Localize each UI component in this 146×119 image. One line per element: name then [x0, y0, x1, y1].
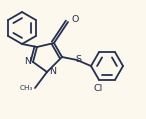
Text: N: N [49, 67, 56, 77]
Text: S: S [75, 55, 81, 64]
Text: N: N [24, 57, 31, 67]
Text: CH₃: CH₃ [20, 85, 33, 91]
Text: Cl: Cl [93, 84, 103, 93]
Text: O: O [72, 15, 79, 25]
